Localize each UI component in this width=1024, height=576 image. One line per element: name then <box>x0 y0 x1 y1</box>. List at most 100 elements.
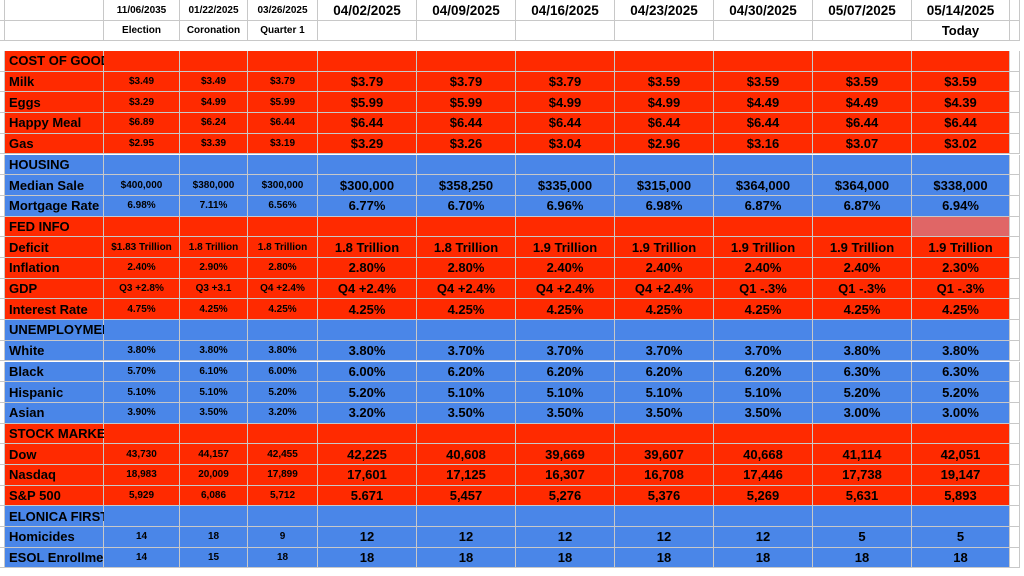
data-cell[interactable]: 6.77% <box>318 195 417 217</box>
data-cell[interactable]: 3.70% <box>615 340 714 362</box>
data-cell[interactable]: 14 <box>104 547 180 569</box>
data-cell[interactable]: 17,446 <box>714 465 813 486</box>
empty-cell[interactable] <box>180 320 248 341</box>
row-label[interactable]: Hispanic <box>5 382 104 403</box>
data-cell[interactable]: $3.79 <box>516 71 615 93</box>
empty-cell[interactable] <box>417 506 516 528</box>
empty-cell[interactable] <box>1010 465 1020 486</box>
empty-cell[interactable] <box>318 216 417 238</box>
row-label[interactable]: GDP <box>5 278 104 300</box>
data-cell[interactable]: 5 <box>813 527 912 548</box>
row-label[interactable]: Homicides <box>5 527 104 548</box>
data-cell[interactable]: $3.02 <box>912 133 1010 155</box>
data-cell[interactable]: $6.44 <box>516 113 615 134</box>
header-date-cell[interactable]: 04/09/2025 <box>417 0 516 21</box>
data-cell[interactable]: $3.49 <box>180 71 248 93</box>
data-cell[interactable]: 18 <box>318 547 417 569</box>
empty-cell[interactable] <box>516 320 615 341</box>
empty-cell[interactable] <box>248 320 318 341</box>
empty-cell[interactable] <box>417 51 516 72</box>
empty-cell[interactable] <box>1010 0 1020 21</box>
data-cell[interactable]: 5,893 <box>912 485 1010 507</box>
data-cell[interactable]: 7.11% <box>180 195 248 217</box>
empty-cell[interactable] <box>180 423 248 445</box>
row-gutter-cell[interactable] <box>0 133 5 155</box>
data-cell[interactable]: 6.30% <box>912 361 1010 383</box>
header-date-cell[interactable]: 04/23/2025 <box>615 0 714 21</box>
data-cell[interactable]: 5,276 <box>516 485 615 507</box>
empty-cell[interactable] <box>180 51 248 72</box>
empty-cell[interactable] <box>1010 423 1020 445</box>
data-cell[interactable]: $400,000 <box>104 175 180 196</box>
data-cell[interactable]: $3.39 <box>180 133 248 155</box>
row-gutter-cell[interactable] <box>0 382 5 403</box>
data-cell[interactable]: 16,708 <box>615 465 714 486</box>
empty-cell[interactable] <box>318 423 417 445</box>
data-cell[interactable]: 5,269 <box>714 485 813 507</box>
data-cell[interactable]: $3.49 <box>104 71 180 93</box>
data-cell[interactable]: 3.50% <box>615 402 714 424</box>
data-cell[interactable]: Q4 +2.4% <box>516 278 615 300</box>
row-gutter-cell[interactable] <box>0 51 5 72</box>
data-cell[interactable]: Q4 +2.4% <box>615 278 714 300</box>
data-cell[interactable]: Q1 -.3% <box>912 278 1010 300</box>
row-label[interactable]: Happy Meal <box>5 113 104 134</box>
empty-cell[interactable] <box>1010 402 1020 424</box>
data-cell[interactable]: $3.59 <box>615 71 714 93</box>
data-cell[interactable]: $3.16 <box>714 133 813 155</box>
data-cell[interactable]: 1.8 Trillion <box>417 237 516 258</box>
empty-cell[interactable] <box>1010 299 1020 321</box>
row-gutter-cell[interactable] <box>0 216 5 238</box>
row-gutter-cell[interactable] <box>0 506 5 528</box>
header-subtitle-cell[interactable] <box>318 21 417 41</box>
data-cell[interactable]: 39,607 <box>615 444 714 465</box>
data-cell[interactable]: 1.9 Trillion <box>813 237 912 258</box>
row-label[interactable]: S&P 500 <box>5 485 104 507</box>
data-cell[interactable]: 6.00% <box>318 361 417 383</box>
section-title[interactable]: UNEMPLOYMENT <box>5 320 120 341</box>
data-cell[interactable]: $6.44 <box>912 113 1010 134</box>
row-gutter-cell[interactable] <box>0 340 5 362</box>
data-cell[interactable]: 12 <box>318 527 417 548</box>
data-cell[interactable]: $5.99 <box>417 92 516 114</box>
empty-cell[interactable] <box>248 423 318 445</box>
data-cell[interactable]: 1.9 Trillion <box>714 237 813 258</box>
empty-cell[interactable] <box>714 216 813 238</box>
empty-cell[interactable] <box>1010 361 1020 383</box>
data-cell[interactable]: 6.87% <box>813 195 912 217</box>
data-cell[interactable]: 1.8 Trillion <box>318 237 417 258</box>
data-cell[interactable]: 6.00% <box>248 361 318 383</box>
data-cell[interactable]: 3.70% <box>714 340 813 362</box>
data-cell[interactable]: 9 <box>248 527 318 548</box>
empty-cell[interactable] <box>516 154 615 176</box>
data-cell[interactable]: $4.99 <box>180 92 248 114</box>
data-cell[interactable]: 6,086 <box>180 485 248 507</box>
data-cell[interactable]: 3.80% <box>104 340 180 362</box>
data-cell[interactable]: $2.96 <box>615 133 714 155</box>
data-cell[interactable]: 5.671 <box>318 485 417 507</box>
data-cell[interactable]: 6.20% <box>615 361 714 383</box>
data-cell[interactable]: 6.20% <box>714 361 813 383</box>
empty-cell[interactable] <box>615 320 714 341</box>
empty-cell[interactable] <box>180 154 248 176</box>
header-subtitle-cell[interactable] <box>615 21 714 41</box>
data-cell[interactable]: 42,051 <box>912 444 1010 465</box>
data-cell[interactable]: $6.44 <box>417 113 516 134</box>
empty-cell[interactable] <box>912 320 1010 341</box>
empty-cell[interactable] <box>615 51 714 72</box>
data-cell[interactable]: $3.79 <box>318 71 417 93</box>
data-cell[interactable]: $315,000 <box>615 175 714 196</box>
data-cell[interactable]: 17,125 <box>417 465 516 486</box>
data-cell[interactable]: 6.70% <box>417 195 516 217</box>
data-cell[interactable]: $4.39 <box>912 92 1010 114</box>
data-cell[interactable]: $2.95 <box>104 133 180 155</box>
data-cell[interactable]: 3.70% <box>417 340 516 362</box>
data-cell[interactable]: $6.44 <box>318 113 417 134</box>
empty-cell[interactable] <box>714 506 813 528</box>
row-gutter-cell[interactable] <box>0 154 5 176</box>
empty-cell[interactable] <box>813 320 912 341</box>
header-subtitle-cell[interactable]: Election <box>104 21 180 41</box>
empty-cell[interactable] <box>417 216 516 238</box>
data-cell[interactable]: $4.99 <box>615 92 714 114</box>
data-cell[interactable]: 2.40% <box>615 258 714 279</box>
